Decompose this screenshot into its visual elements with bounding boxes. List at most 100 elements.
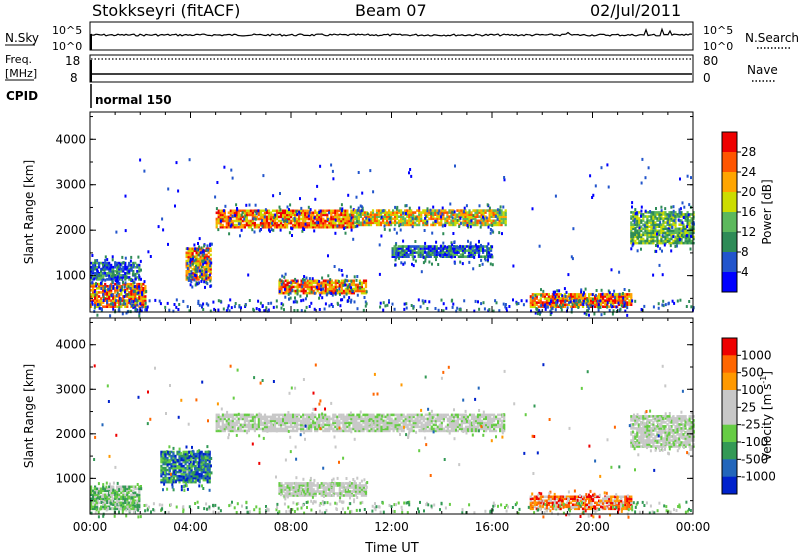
echo-cell: [386, 303, 389, 307]
echo-cell: [282, 285, 285, 289]
echo-cell: [680, 211, 683, 214]
echo-cell: [486, 219, 489, 223]
echo-cell: [452, 249, 455, 253]
echo-cell: [284, 291, 287, 295]
echo-cell: [461, 253, 465, 256]
echo-cell: [618, 303, 621, 306]
echo-cell: [128, 295, 131, 298]
echo-cell: [199, 269, 201, 273]
echo-cell: [361, 219, 365, 223]
echo-cell: [394, 215, 397, 218]
echo-cell: [169, 459, 172, 463]
echo-cell: [92, 276, 95, 279]
echo-cell: [596, 305, 599, 308]
echo-cell: [664, 235, 667, 239]
echo-cell: [279, 225, 283, 229]
echo-cell: [642, 227, 645, 231]
echo-cell: [114, 301, 117, 304]
echo-cell: [408, 217, 411, 221]
echo-cell: [678, 241, 681, 245]
echo-cell: [199, 249, 202, 253]
echo-cell: [353, 211, 356, 214]
echo-cell: [269, 215, 273, 219]
echo-cell: [90, 276, 93, 279]
echo-cell: [650, 239, 653, 243]
echo-cell: [136, 287, 139, 290]
echo-cell: [188, 480, 191, 484]
echo-cell: [613, 289, 616, 293]
echo-cell: [440, 209, 443, 212]
echo-cell: [400, 219, 403, 223]
echo-cell: [328, 281, 331, 285]
echo-cell: [303, 278, 306, 282]
echo-cell: [563, 297, 567, 300]
echo-cell: [674, 214, 676, 218]
echo-cell: [252, 217, 255, 221]
power-echo-layer: [90, 157, 695, 318]
echo-cell: [197, 257, 200, 261]
echo-cell: [394, 258, 397, 262]
echo-cell: [108, 278, 111, 281]
echo-cell: [616, 297, 619, 300]
echo-cell: [396, 221, 399, 225]
echo-cell: [331, 169, 334, 173]
echo-cell: [464, 221, 467, 225]
echo-cell: [348, 225, 351, 229]
echo-cell: [500, 209, 503, 212]
echo-cell: [162, 450, 165, 454]
echo-cell: [128, 282, 131, 286]
echo-cell: [205, 259, 208, 263]
echo-cell: [118, 285, 121, 288]
echo-cell: [245, 417, 248, 421]
echo-cell: [182, 472, 185, 476]
echo-cell: [170, 456, 173, 460]
echo-cell: [114, 295, 117, 298]
echo-cell: [206, 466, 209, 470]
echo-cell: [346, 291, 349, 295]
echo-cell: [90, 289, 93, 292]
echo-cell: [686, 237, 689, 241]
echo-cell: [215, 223, 218, 227]
echo-cell: [131, 496, 134, 500]
echo-cell: [186, 276, 189, 280]
echo-cell: [440, 244, 442, 248]
echo-cell: [92, 272, 95, 275]
echo-cell: [667, 301, 670, 305]
colorbar-tick-label: 4: [741, 265, 749, 279]
station-title: Stokkseyri (fitACF): [92, 1, 240, 20]
echo-cell: [132, 505, 135, 509]
echo-cell: [591, 298, 594, 301]
echo-cell: [229, 209, 232, 213]
echo-cell: [688, 241, 691, 245]
echo-cell: [334, 223, 337, 227]
echo-cell: [208, 456, 211, 459]
echo-cell: [176, 464, 179, 468]
echo-cell: [402, 211, 405, 215]
echo-cell: [361, 191, 364, 195]
echo-cell: [310, 281, 313, 285]
echo-cell: [191, 251, 194, 255]
echo-cell: [356, 293, 359, 297]
echo-cell: [342, 283, 345, 287]
echo-cell: [172, 452, 175, 456]
echo-cell: [354, 287, 357, 291]
echo-cell: [384, 213, 387, 216]
echo-cell: [229, 425, 232, 429]
echo-cell: [326, 213, 329, 217]
echo-cell: [444, 211, 447, 214]
echo-cell: [674, 219, 677, 222]
echo-cell: [471, 249, 475, 252]
echo-cell: [104, 487, 107, 491]
echo-cell: [594, 301, 597, 304]
echo-cell: [618, 299, 621, 302]
echo-cell: [172, 462, 175, 466]
echo-cell: [206, 453, 209, 457]
echo-cell: [636, 213, 639, 216]
echo-cell: [398, 221, 401, 225]
echo-cell: [120, 505, 123, 509]
echo-cell: [664, 221, 667, 224]
echo-cell: [398, 215, 401, 218]
echo-cell: [304, 215, 307, 219]
echo-cell: [241, 417, 244, 421]
echo-cell: [480, 221, 483, 225]
